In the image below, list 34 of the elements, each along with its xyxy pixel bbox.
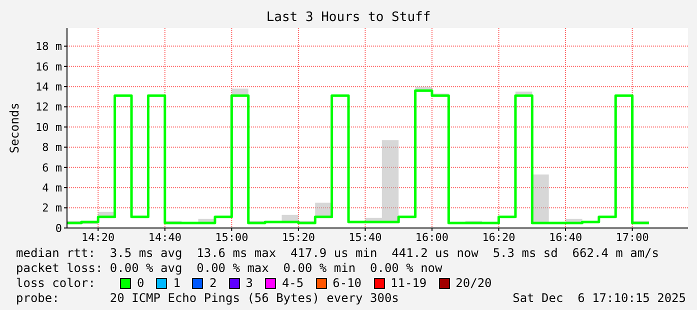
legend-label: 6-10 — [332, 276, 362, 291]
legend-label: 1 — [173, 276, 180, 291]
text: median rtt: 3.5 ms avg 13.6 ms max 417.9 us min 441.2 us now 5.3 ms sd 662.4 m am/s — [16, 246, 660, 261]
legend-label: 3 — [246, 276, 253, 291]
x-tick-label: 17:00 — [616, 230, 649, 244]
y-tick-label: 6 m — [42, 161, 62, 174]
y-tick-label: 8 m — [42, 141, 62, 154]
chart-title: Last 3 Hours to Stuff — [265, 10, 432, 25]
legend-title: loss color: — [16, 276, 96, 291]
x-tick-label: 14:20 — [82, 230, 115, 244]
x-tick-label: 16:20 — [482, 230, 516, 244]
y-axis-title: Seconds — [7, 102, 22, 154]
x-tick-label: 14:40 — [148, 230, 182, 244]
y-tick-label: 10 m — [36, 120, 62, 134]
legend-label: 11-19 — [390, 276, 427, 291]
legend-label: 2 — [209, 276, 217, 291]
text: probe: 20 ICMP Echo Pings (56 Bytes) every 300s — [16, 291, 399, 306]
text: Sat Dec 6 17:10:15 2025 — [512, 291, 686, 306]
y-tick-label: 0 — [55, 222, 62, 235]
y-tick-label: 14 m — [36, 80, 62, 94]
y-tick-label: 2 m — [42, 202, 62, 215]
y-tick-label: 12 m — [36, 100, 62, 114]
x-tick-label: 15:20 — [282, 230, 315, 244]
legend-label: 20/20 — [456, 276, 492, 291]
x-tick-label: 16:00 — [415, 230, 449, 244]
legend-label: 0 — [137, 276, 144, 291]
x-tick-label: 16:40 — [548, 230, 582, 244]
legend-label: 4-5 — [282, 276, 304, 291]
text: packet loss: 0.00 % avg 0.00 % max 0.00 % min 0.00 % now — [16, 261, 444, 276]
y-tick-label: 4 m — [42, 182, 62, 194]
y-tick-label: 18 m — [36, 40, 62, 54]
x-tick-label: 15:40 — [348, 230, 382, 244]
x-tick-label: 15:00 — [215, 230, 248, 244]
y-tick-label: 16 m — [36, 60, 62, 74]
